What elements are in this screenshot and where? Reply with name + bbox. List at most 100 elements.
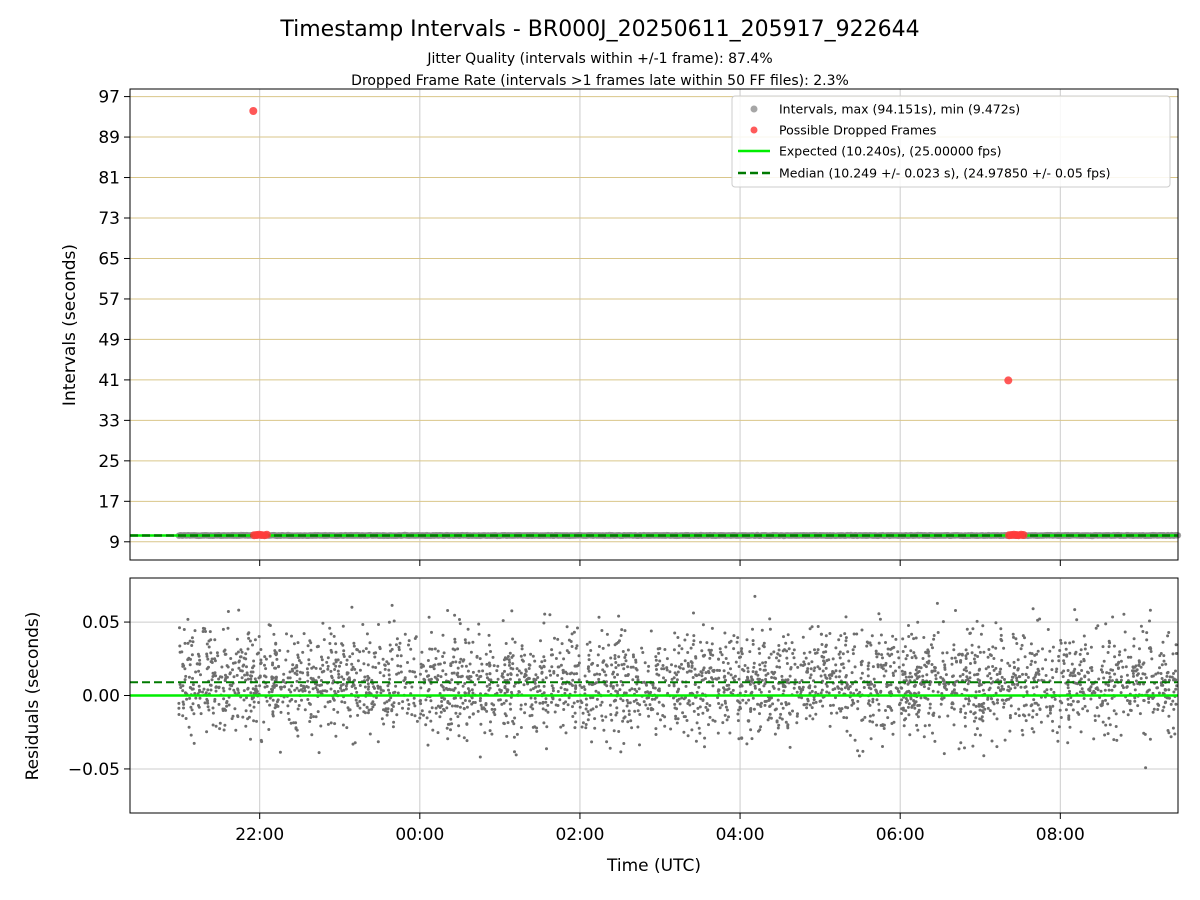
residual-point (704, 705, 708, 709)
residual-point (881, 656, 884, 660)
residual-point (795, 721, 799, 725)
residual-point (717, 702, 721, 705)
residual-point (273, 649, 277, 653)
residual-point (699, 640, 702, 644)
residual-point (754, 672, 758, 676)
residual-point (350, 685, 354, 688)
residual-point (488, 643, 491, 647)
residual-point (204, 630, 207, 633)
residual-point (478, 675, 482, 679)
residual-point (991, 645, 995, 649)
residual-point (813, 685, 817, 689)
residual-point (350, 605, 354, 609)
residual-point (900, 669, 904, 673)
residual-point (1162, 654, 1166, 658)
residual-point (542, 721, 546, 725)
residual-point (874, 649, 878, 653)
residual-point (746, 666, 750, 670)
residual-point (192, 712, 196, 716)
residual-point (931, 731, 934, 735)
residual-point (780, 678, 784, 682)
residual-point (1048, 705, 1052, 709)
residual-point (856, 707, 860, 711)
residual-point (296, 707, 300, 711)
residual-point (586, 667, 590, 671)
residual-point (197, 705, 201, 709)
residual-point (519, 671, 523, 675)
residual-point (578, 705, 582, 709)
residual-point (181, 714, 185, 718)
residual-point (970, 651, 974, 655)
residual-point (1051, 719, 1054, 723)
residual-point (1061, 675, 1065, 679)
residual-point (475, 673, 479, 677)
residual-point (531, 654, 535, 658)
residual-point (323, 689, 327, 693)
residual-point (733, 674, 737, 678)
residual-point (861, 749, 865, 753)
residual-point (245, 696, 248, 700)
residual-point (356, 648, 359, 652)
residual-point (342, 677, 346, 681)
residual-point (289, 690, 293, 694)
residual-point (590, 662, 594, 666)
residual-point (1030, 727, 1034, 731)
residual-point (466, 627, 470, 631)
residual-point (185, 697, 189, 701)
residual-point (441, 685, 445, 689)
residual-point (958, 674, 962, 678)
residual-point (1044, 658, 1048, 662)
residual-point (757, 647, 761, 651)
residual-point (698, 731, 702, 735)
residual-point (1000, 658, 1004, 662)
residual-point (1010, 675, 1014, 679)
residual-point (821, 669, 825, 673)
residual-point (986, 674, 990, 678)
residual-point (727, 683, 731, 687)
residual-point (840, 707, 844, 711)
residual-point (1031, 709, 1035, 713)
residual-point (970, 643, 974, 647)
residual-point (540, 666, 544, 670)
residual-point (727, 715, 730, 719)
residual-point (981, 624, 985, 628)
residual-point (214, 689, 218, 693)
residual-point (914, 673, 918, 677)
residual-point (286, 704, 290, 708)
residual-point (837, 652, 841, 656)
residual-point (619, 680, 623, 683)
residual-point (619, 634, 623, 637)
residual-point (787, 647, 791, 651)
residual-point (943, 683, 947, 687)
residual-point (1073, 608, 1077, 612)
residual-point (828, 724, 832, 728)
residual-point (821, 704, 825, 708)
residual-point (701, 623, 705, 627)
residual-point (464, 641, 468, 645)
residual-point (443, 661, 446, 665)
residual-point (319, 679, 323, 682)
residual-point (1139, 665, 1143, 669)
residual-point (285, 632, 288, 636)
residual-point (1024, 703, 1028, 707)
residual-point (1078, 663, 1082, 667)
residual-point (1122, 612, 1126, 616)
residual-point (366, 674, 370, 678)
residual-point (738, 705, 742, 709)
residual-point (627, 709, 631, 713)
residual-point (1126, 699, 1129, 702)
residual-point (182, 628, 186, 631)
residual-point (944, 673, 948, 677)
residual-point (910, 656, 914, 660)
residual-point (218, 675, 222, 679)
residual-point (768, 704, 772, 708)
residual-point (371, 705, 375, 709)
residual-point (595, 672, 599, 676)
residual-point (333, 668, 337, 671)
residual-point (711, 653, 715, 657)
residual-point (808, 703, 812, 707)
residual-point (943, 663, 947, 667)
residual-point (351, 665, 355, 669)
residual-point (469, 650, 473, 654)
residual-point (831, 671, 835, 675)
